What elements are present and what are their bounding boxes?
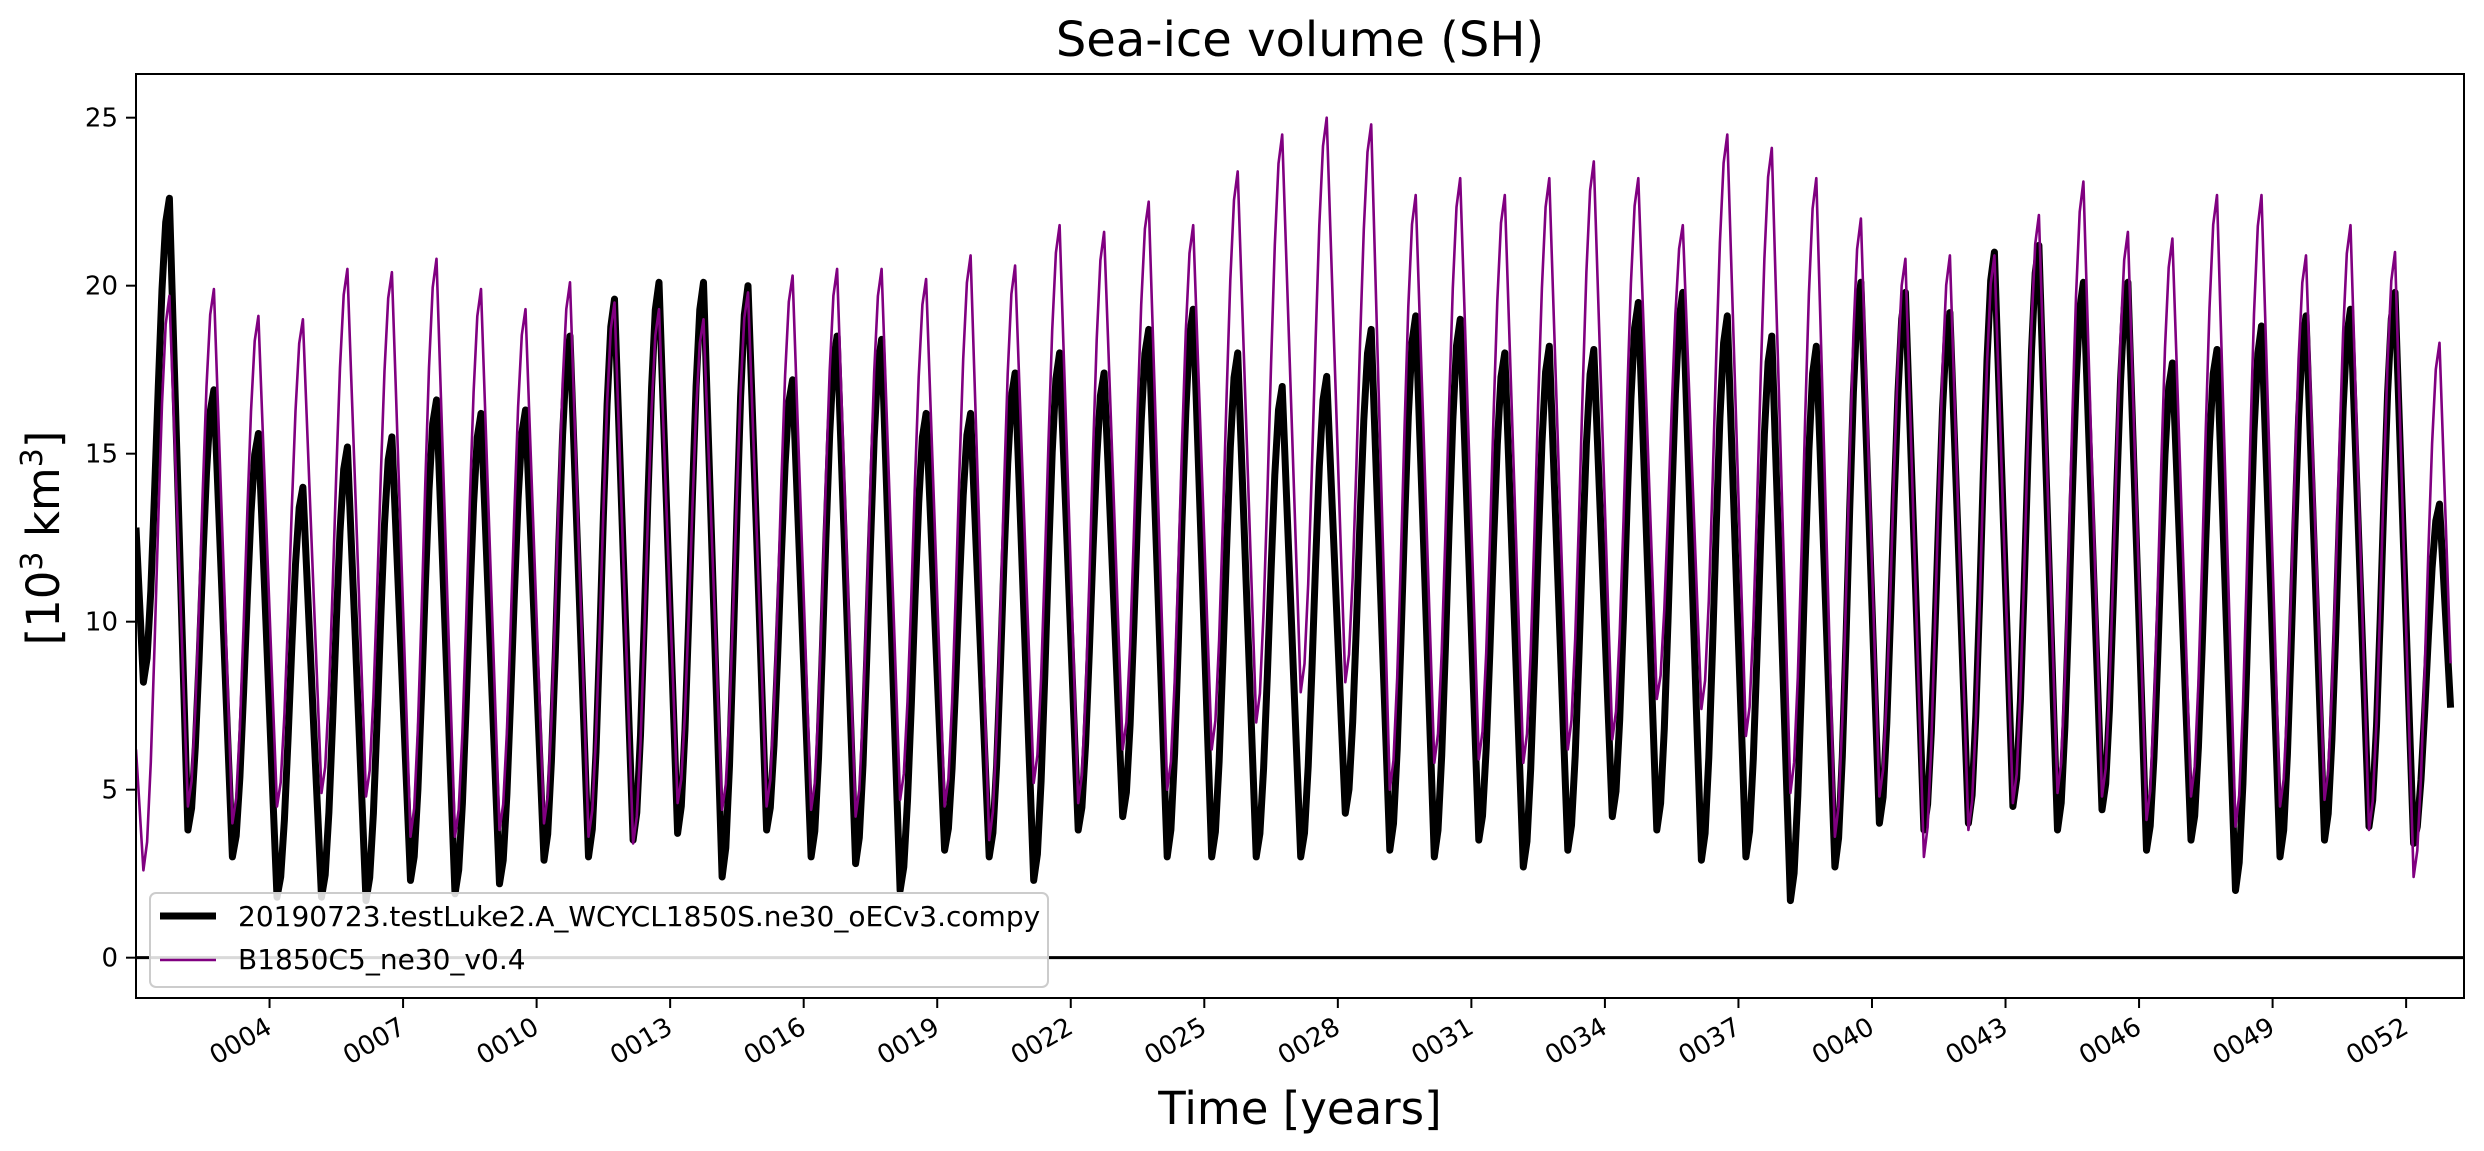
x-tick-label: 0013: [605, 1012, 677, 1071]
x-tick-label: 0028: [1273, 1012, 1345, 1071]
x-tick-label: 0034: [1540, 1012, 1612, 1071]
chart-title: Sea-ice volume (SH): [1056, 12, 1544, 68]
x-tick-label: 0040: [1807, 1012, 1879, 1071]
x-tick-label: 0037: [1674, 1012, 1746, 1071]
axes-frame: [135, 73, 2465, 999]
legend-label-testluke2: 20190723.testLuke2.A_WCYCL1850S.ne30_oEC…: [238, 900, 1040, 933]
x-tick-label: 0025: [1139, 1012, 1211, 1071]
y-label-base: [10: [17, 571, 70, 646]
y-tick-label: 0: [101, 944, 118, 974]
y-tick-label: 15: [85, 440, 118, 470]
x-tick-label: 0046: [2074, 1012, 2146, 1071]
x-tick-label: 0010: [472, 1012, 544, 1071]
y-label-unit-exponent: 3: [15, 448, 50, 467]
x-tick-label: 0019: [872, 1012, 944, 1071]
y-label-exponent: 3: [15, 551, 50, 570]
x-tick-label: 0049: [2208, 1012, 2280, 1071]
x-tick-label: 0016: [739, 1012, 811, 1071]
x-axis-label: Time [years]: [1157, 1082, 1441, 1135]
y-tick-label: 5: [101, 776, 118, 806]
x-tick-label: 0007: [338, 1012, 410, 1071]
x-tick-label: 0004: [205, 1012, 277, 1071]
x-tick-label: 0022: [1006, 1012, 1078, 1071]
y-tick-label: 25: [85, 104, 118, 134]
legend-label-b1850c5: B1850C5_ne30_v0.4: [238, 943, 526, 976]
y-axis-label: [103 km3]: [15, 431, 70, 646]
y-tick-label: 10: [85, 608, 118, 638]
series-line-b1850c5: [136, 116, 2452, 879]
y-label-close: ]: [17, 431, 70, 449]
y-tick-label: 20: [85, 272, 118, 302]
legend: 20190723.testLuke2.A_WCYCL1850S.ne30_oEC…: [149, 892, 1049, 988]
x-tick-label: 0052: [2341, 1012, 2413, 1071]
x-tick-label: 0031: [1407, 1012, 1479, 1071]
y-label-unit: km: [17, 467, 70, 551]
series-line-testluke2: [136, 194, 2455, 905]
legend-frame: [149, 892, 1049, 988]
x-ticks: 0004 0007 0010 0013 0016 0019 0022 0025 0028 0031…: [205, 998, 2414, 1071]
series-lines: [136, 116, 2455, 905]
x-tick-label: 0043: [1941, 1012, 2013, 1071]
y-ticks: 0 5 10 15 20 25: [85, 104, 136, 974]
